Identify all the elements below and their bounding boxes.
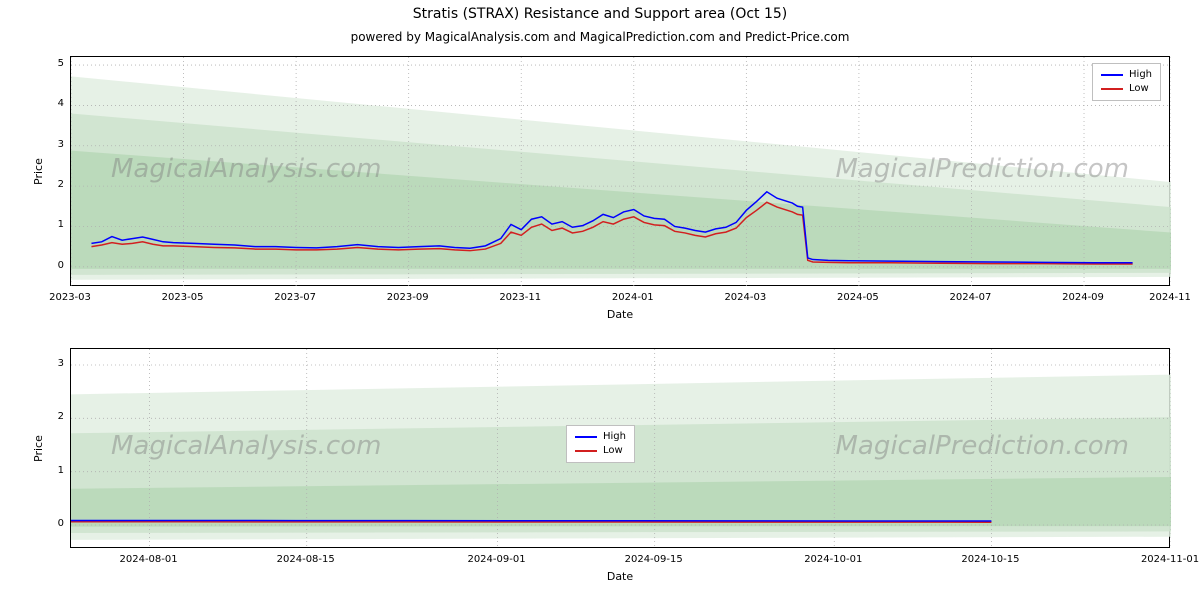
y-tick-label: 3	[58, 358, 64, 369]
y-tick-label: 0	[58, 260, 64, 271]
figure: Stratis (STRAX) Resistance and Support a…	[0, 0, 1200, 600]
x-tick-label: 2024-09	[1062, 292, 1104, 303]
legend-label-low: Low	[603, 444, 623, 458]
chart-svg-top	[71, 57, 1171, 287]
x-tick-label: 2023-05	[162, 292, 204, 303]
legend-item-low: Low	[575, 444, 626, 458]
legend-line-low-icon	[575, 450, 597, 452]
legend-line-high-icon	[575, 436, 597, 438]
x-axis-label-bottom: Date	[70, 570, 1170, 583]
y-tick-label: 1	[58, 465, 64, 476]
x-tick-label: 2023-11	[499, 292, 541, 303]
x-tick-label: 2023-03	[49, 292, 91, 303]
legend-item-high: High	[1101, 68, 1152, 82]
y-tick-label: 4	[58, 98, 64, 109]
y-tick-label: 2	[58, 179, 64, 190]
x-tick-label: 2024-10-01	[804, 554, 862, 565]
x-tick-label: 2024-08-15	[277, 554, 335, 565]
x-tick-label: 2024-11-01	[1141, 554, 1199, 565]
legend-item-high: High	[575, 430, 626, 444]
chart-panel-bottom: MagicalAnalysis.com MagicalPrediction.co…	[70, 348, 1170, 548]
legend-label-low: Low	[1129, 82, 1149, 96]
x-tick-label: 2024-09-15	[625, 554, 683, 565]
y-tick-label: 5	[58, 58, 64, 69]
x-tick-label: 2024-05	[837, 292, 879, 303]
x-tick-label: 2023-07	[274, 292, 316, 303]
legend-item-low: Low	[1101, 82, 1152, 96]
y-tick-label: 1	[58, 219, 64, 230]
figure-subtitle: powered by MagicalAnalysis.com and Magic…	[0, 30, 1200, 44]
figure-title: Stratis (STRAX) Resistance and Support a…	[0, 6, 1200, 22]
legend-bottom: High Low	[566, 425, 635, 463]
x-axis-label-top: Date	[70, 308, 1170, 321]
x-tick-label: 2024-08-01	[120, 554, 178, 565]
legend-label-high: High	[1129, 68, 1152, 82]
x-tick-label: 2024-01	[612, 292, 654, 303]
legend-label-high: High	[603, 430, 626, 444]
legend-line-low-icon	[1101, 88, 1123, 90]
y-tick-label: 2	[58, 411, 64, 422]
x-tick-label: 2024-07	[950, 292, 992, 303]
y-tick-label: 3	[58, 139, 64, 150]
y-axis-label-bottom: Price	[32, 435, 45, 462]
x-tick-label: 2024-11	[1149, 292, 1191, 303]
legend-line-high-icon	[1101, 74, 1123, 76]
x-tick-label: 2024-09-01	[467, 554, 525, 565]
x-tick-label: 2023-09	[387, 292, 429, 303]
x-tick-label: 2024-10-15	[961, 554, 1019, 565]
legend-top: High Low	[1092, 63, 1161, 101]
y-tick-label: 0	[58, 518, 64, 529]
chart-panel-top: MagicalAnalysis.com MagicalPrediction.co…	[70, 56, 1170, 286]
y-axis-label-top: Price	[32, 158, 45, 185]
x-tick-label: 2024-03	[724, 292, 766, 303]
